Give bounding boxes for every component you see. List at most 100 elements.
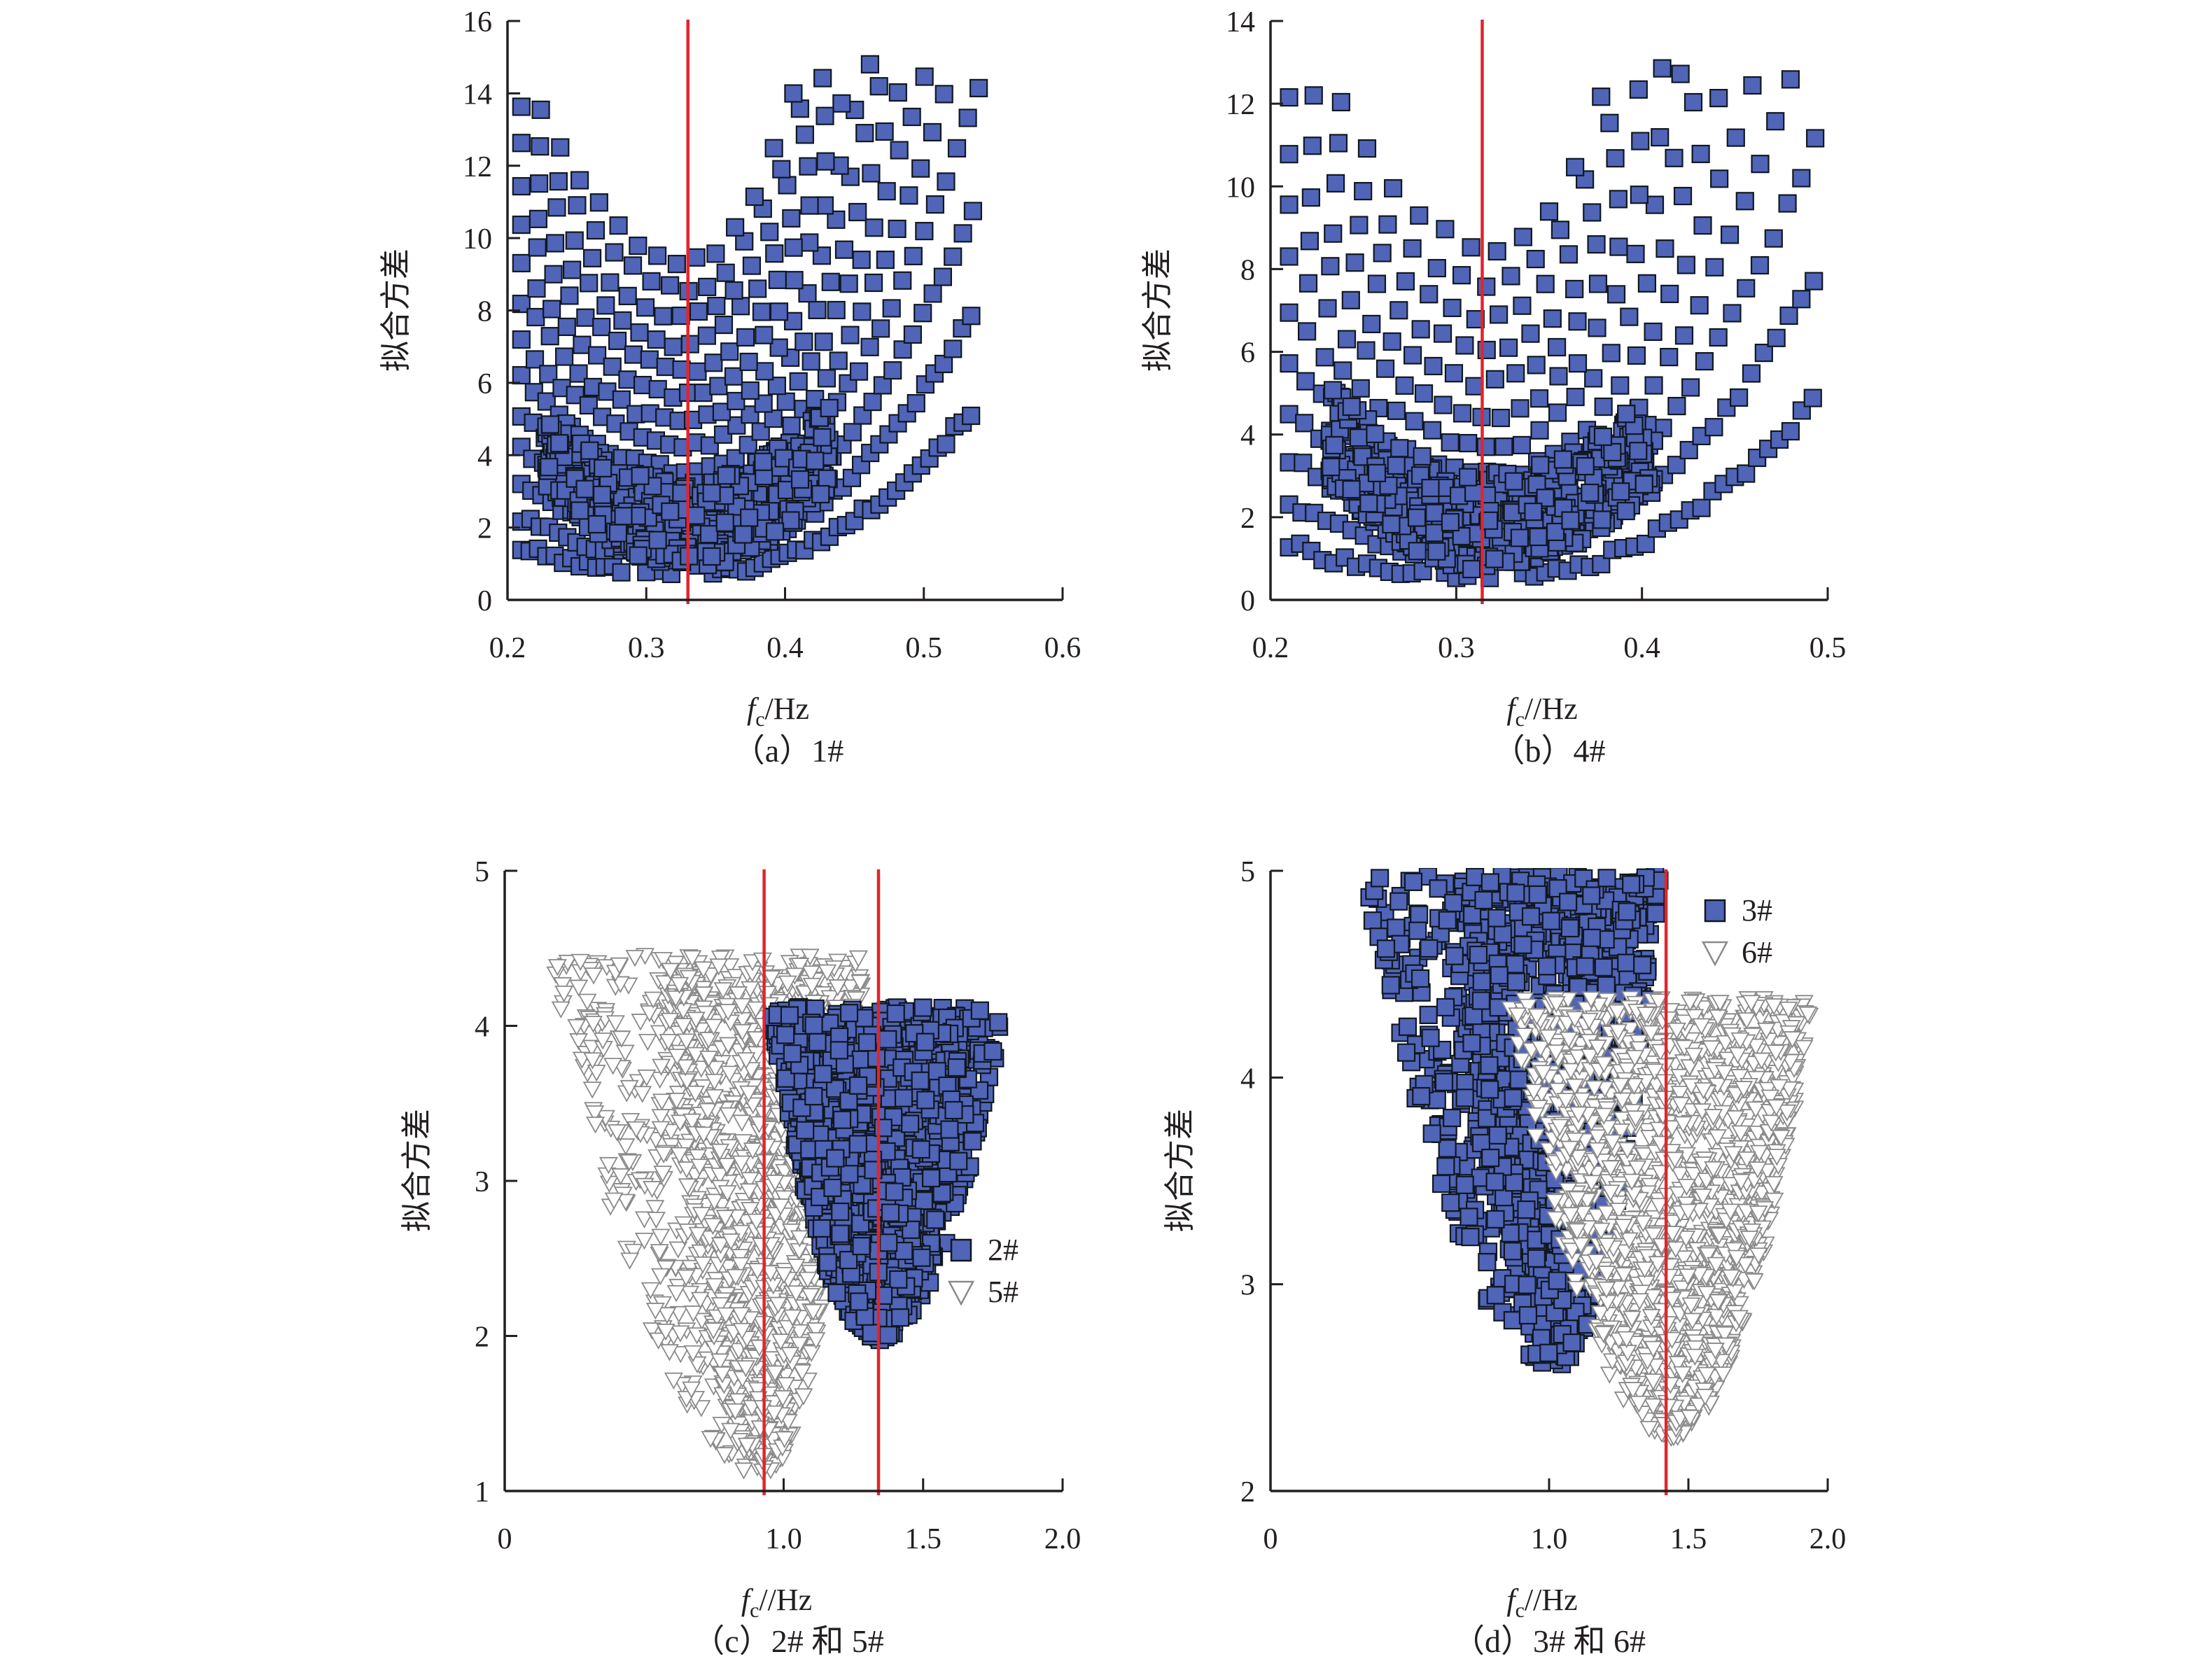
- data-point-square: [916, 1091, 935, 1110]
- data-point-square: [862, 1324, 881, 1343]
- data-point-square: [1559, 245, 1578, 264]
- data-point-square: [790, 99, 809, 118]
- data-point-square: [944, 340, 962, 358]
- data-point-square: [879, 1233, 898, 1252]
- data-point-square: [785, 271, 804, 290]
- data-point-square: [1609, 190, 1628, 209]
- data-point-square: [776, 392, 795, 411]
- data-point-triangle: [710, 1143, 730, 1161]
- data-point-triangle: [721, 1233, 741, 1251]
- data-point-square: [1565, 279, 1584, 299]
- data-point-square: [576, 308, 595, 327]
- data-point-square: [648, 531, 667, 550]
- data-point-triangle: [650, 1072, 670, 1089]
- y-tick-label: 8: [477, 296, 492, 328]
- data-point-triangle: [737, 1437, 757, 1455]
- data-point-square: [540, 415, 560, 434]
- data-point-square: [687, 506, 706, 525]
- data-point-triangle: [634, 1211, 654, 1228]
- data-point-triangle: [705, 1074, 724, 1091]
- data-point-square: [1395, 376, 1414, 395]
- data-point-square: [816, 106, 834, 125]
- data-point-square: [1792, 169, 1811, 188]
- data-point-triangle: [677, 1161, 696, 1179]
- data-point-square: [1521, 324, 1540, 343]
- data-point-triangle: [818, 964, 837, 982]
- data-point-triangle: [804, 1303, 823, 1322]
- y-tick-label: 6: [1240, 337, 1255, 370]
- data-point-square: [1524, 503, 1543, 522]
- data-point-square: [1616, 501, 1635, 521]
- data-point-triangle: [664, 1372, 683, 1390]
- y-tick-label: 12: [1226, 89, 1255, 121]
- data-point-triangle: [710, 1297, 730, 1315]
- data-point-square: [528, 238, 547, 257]
- data-point-square: [970, 1001, 989, 1020]
- data-point-square: [1656, 239, 1674, 258]
- data-point-square: [772, 160, 791, 178]
- data-point-square: [629, 237, 648, 255]
- data-point-triangle: [676, 1059, 695, 1077]
- series-2#: [764, 997, 1009, 1350]
- x-tick-label: 0.2: [489, 632, 526, 664]
- data-point-triangle: [653, 1166, 673, 1183]
- data-point-square: [1561, 511, 1580, 530]
- data-point-triangle: [578, 993, 597, 1011]
- data-point-triangle: [667, 1093, 687, 1110]
- data-point-triangle: [583, 1016, 603, 1033]
- data-point-square: [1326, 174, 1345, 192]
- data-point-triangle: [643, 1181, 662, 1198]
- data-point-square: [724, 367, 743, 386]
- data-point-triangle: [774, 1266, 794, 1284]
- data-point-triangle: [699, 1050, 719, 1068]
- data-point-triangle: [650, 1244, 669, 1261]
- data-point-square: [764, 410, 783, 428]
- data-point-square: [1588, 318, 1606, 337]
- data-point-square: [1743, 76, 1762, 95]
- data-point-triangle: [638, 1033, 657, 1051]
- data-point-square: [1684, 92, 1703, 112]
- data-point-triangle: [654, 951, 673, 969]
- data-point-square: [1405, 412, 1424, 430]
- data-point-square: [852, 1236, 871, 1256]
- data-point-square: [1584, 369, 1603, 388]
- data-point-square: [832, 1110, 852, 1129]
- data-point-triangle: [570, 953, 590, 972]
- data-point-square: [1611, 482, 1630, 501]
- data-point-square: [656, 357, 675, 377]
- data-point-square: [829, 351, 848, 370]
- data-point-square: [1593, 427, 1613, 447]
- data-point-square: [1444, 364, 1464, 383]
- data-point-square: [873, 376, 892, 395]
- data-point-square: [1462, 238, 1480, 257]
- data-point-triangle: [690, 1292, 710, 1309]
- data-point-triangle: [706, 1060, 725, 1078]
- data-point-square: [1378, 215, 1397, 234]
- series-4#: [1280, 59, 1825, 587]
- data-point-triangle: [715, 1447, 734, 1464]
- data-point-square: [740, 508, 759, 527]
- data-point-square: [913, 998, 932, 1017]
- data-point-triangle: [671, 1346, 690, 1364]
- data-point-square: [1366, 424, 1385, 444]
- data-point-triangle: [569, 1033, 589, 1051]
- data-point-triangle: [671, 1325, 690, 1343]
- data-point-square: [1390, 301, 1408, 320]
- data-point-square: [1627, 346, 1646, 365]
- data-point-square: [549, 172, 568, 191]
- data-point-triangle: [726, 1268, 746, 1287]
- data-point-triangle: [716, 1307, 736, 1324]
- data-point-square: [1476, 438, 1495, 456]
- data-point-square: [1568, 354, 1588, 373]
- data-point-square: [1603, 442, 1622, 462]
- data-point-triangle: [765, 1365, 785, 1382]
- data-point-square: [1726, 128, 1745, 147]
- data-point-triangle: [709, 958, 729, 976]
- data-point-triangle: [746, 1001, 766, 1018]
- data-point-square: [709, 377, 728, 396]
- data-point-triangle: [662, 1124, 681, 1141]
- data-point-square: [1543, 309, 1562, 328]
- data-point-triangle: [666, 990, 685, 1008]
- data-point-square: [915, 222, 934, 241]
- data-point-triangle: [683, 1345, 703, 1363]
